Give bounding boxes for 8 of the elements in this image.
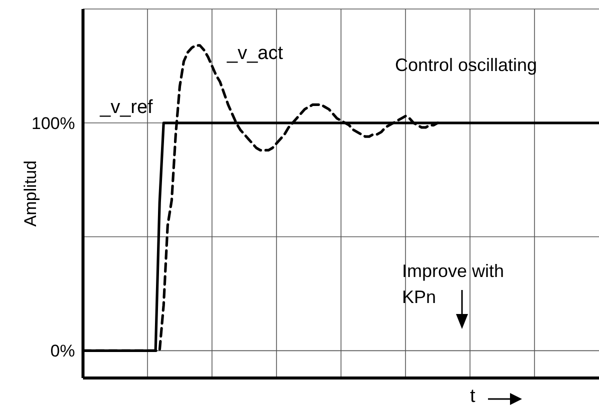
series-label: _v_ref [100, 97, 153, 119]
x-axis-title: t [470, 386, 476, 408]
series-label: _v_act [227, 43, 283, 65]
annotation: Improve with KPn [402, 260, 506, 309]
y-axis-title: Amplitud [21, 160, 40, 227]
y-tick-label: 0% [50, 342, 75, 361]
y-tick-label: 100% [32, 114, 75, 133]
annotation: Control oscillating [395, 54, 538, 77]
